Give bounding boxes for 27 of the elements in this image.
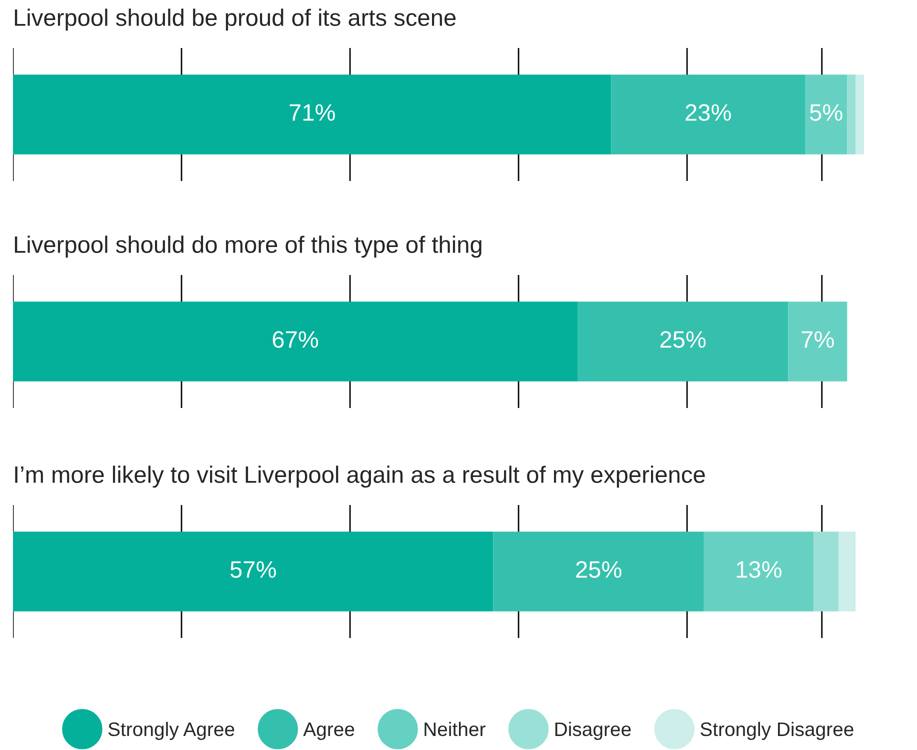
data-label: 71% — [290, 104, 335, 121]
bar — [856, 74, 864, 154]
chart-title: I’m more likely to visit Liverpool again as a result of my experience — [15, 466, 705, 488]
data-label: 25% — [576, 561, 622, 578]
data-label: 7% — [802, 331, 834, 348]
legend-label: Strongly Agree — [108, 722, 234, 740]
chart-title: Liverpool should do more of this type of thing — [14, 236, 482, 258]
bar — [704, 532, 814, 612]
data-label: 67% — [272, 331, 318, 348]
bar — [493, 532, 704, 612]
bar — [13, 532, 494, 612]
bar — [847, 74, 856, 154]
legend-label: Neither — [424, 722, 486, 736]
data-label: 23% — [686, 104, 731, 121]
legend-label: Disagree — [555, 722, 631, 740]
data-label: 5% — [810, 104, 842, 121]
legend-label: Agree — [303, 722, 354, 740]
bar — [813, 532, 839, 612]
bar — [805, 74, 848, 154]
bar — [838, 532, 856, 612]
legend-label: Strongly Disagree — [700, 722, 854, 740]
bar — [611, 74, 806, 154]
chart-title: Liverpool should be proud of its arts scene — [14, 8, 456, 31]
data-label: 57% — [230, 561, 276, 578]
bar — [13, 74, 612, 154]
data-label: 25% — [660, 331, 706, 348]
data-label: 13% — [736, 561, 782, 578]
